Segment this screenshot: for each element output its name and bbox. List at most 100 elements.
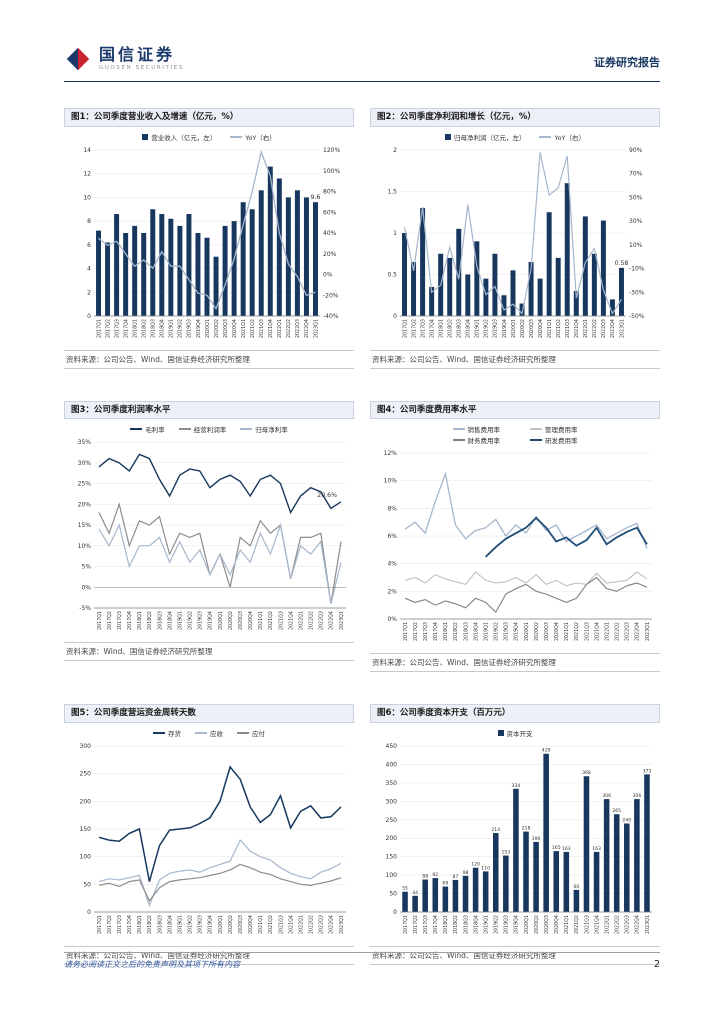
svg-text:2020Q2: 2020Q2 [534, 915, 540, 934]
svg-text:400: 400 [386, 761, 398, 768]
svg-text:2018Q4: 2018Q4 [167, 915, 173, 934]
svg-text:2022Q3: 2022Q3 [625, 622, 631, 641]
svg-text:98: 98 [463, 870, 469, 876]
svg-text:300: 300 [80, 743, 92, 750]
svg-text:2022Q4: 2022Q4 [329, 611, 335, 630]
svg-text:9.6: 9.6 [311, 194, 321, 201]
svg-text:2017Q4: 2017Q4 [123, 319, 129, 338]
svg-text:2022Q2: 2022Q2 [309, 611, 315, 630]
svg-text:2018Q3: 2018Q3 [157, 915, 163, 934]
svg-text:2021Q1: 2021Q1 [241, 319, 247, 338]
svg-text:2019Q3: 2019Q3 [504, 915, 510, 934]
svg-text:40%: 40% [323, 230, 337, 237]
svg-text:2022Q1: 2022Q1 [583, 319, 589, 338]
legend-line-swatch-icon [195, 731, 207, 734]
svg-text:2023Q1: 2023Q1 [339, 915, 345, 934]
svg-text:2018Q4: 2018Q4 [167, 611, 173, 630]
figure-4-body: 销售费用率 管理费用率 财务费用率 研发费用率 0% 2% 4% 6% 8% 10% 12% 201… [370, 419, 660, 651]
svg-text:2018Q2: 2018Q2 [453, 915, 459, 934]
svg-text:1.5: 1.5 [387, 188, 397, 195]
legend-item: 归母净利率 [240, 424, 288, 434]
svg-text:2018Q1: 2018Q1 [443, 915, 449, 934]
svg-text:2022Q2: 2022Q2 [615, 915, 621, 934]
svg-text:2022Q1: 2022Q1 [298, 611, 304, 630]
legend-label: YoY（右） [245, 133, 276, 142]
svg-text:2022Q4: 2022Q4 [610, 319, 616, 338]
page-footer: 请务必阅读正文之后的免责声明及其项下所有内容 2 [64, 952, 660, 970]
svg-text:2017Q2: 2017Q2 [411, 319, 417, 338]
svg-text:214: 214 [491, 827, 500, 833]
svg-text:2019Q3: 2019Q3 [198, 611, 204, 630]
svg-text:334: 334 [512, 783, 521, 789]
svg-text:2022Q1: 2022Q1 [604, 622, 610, 641]
svg-text:30%: 30% [78, 460, 92, 467]
svg-text:2018Q4: 2018Q4 [473, 915, 479, 934]
svg-text:2023Q1: 2023Q1 [339, 611, 345, 630]
svg-text:120: 120 [471, 862, 480, 868]
figure-2-body: 归母净利润（亿元，左） YoY（右） 0 0.5 1 1.5 2 -50% -30% -10% 1… [370, 127, 660, 348]
figure-1-source: 资料来源：公司公告、Wind、国信证券经济研究所整理 [64, 349, 354, 369]
legend-item: YoY（右） [230, 132, 276, 142]
svg-text:2022Q3: 2022Q3 [319, 611, 325, 630]
svg-text:-30%: -30% [629, 289, 645, 296]
svg-text:2017Q3: 2017Q3 [117, 915, 123, 934]
svg-text:2022Q4: 2022Q4 [329, 915, 335, 934]
legend-line-swatch-icon [452, 428, 465, 431]
svg-text:2023Q1: 2023Q1 [619, 319, 625, 338]
figure-4-legend: 销售费用率 管理费用率 财务费用率 研发费用率 [370, 424, 660, 445]
svg-text:2021Q4: 2021Q4 [594, 622, 600, 641]
brand-text: 国信证券 GUOSEN SECURITIES [99, 45, 184, 71]
svg-text:2019Q1: 2019Q1 [177, 611, 183, 630]
svg-text:2017Q3: 2017Q3 [423, 915, 429, 934]
legend-line-swatch-icon [237, 731, 249, 734]
svg-text:306: 306 [632, 793, 641, 799]
svg-text:2020Q3: 2020Q3 [223, 319, 229, 338]
legend-item: 存货 [153, 728, 181, 738]
svg-text:10: 10 [83, 194, 91, 201]
svg-text:2: 2 [393, 147, 397, 154]
brand-subtitle: GUOSEN SECURITIES [99, 64, 184, 71]
footer-divider [64, 952, 660, 953]
figure-3-body: 毛利率 经营利润率 归母净利率 -5% 0% 5% 10% 15% 20% 25% 30% 35% 2… [64, 419, 354, 640]
svg-text:4: 4 [87, 265, 91, 272]
svg-text:2021Q3: 2021Q3 [584, 622, 590, 641]
svg-text:2018Q1: 2018Q1 [137, 611, 143, 630]
footer-disclaimer: 请务必阅读正文之后的免责声明及其项下所有内容 [64, 960, 240, 969]
svg-text:2017Q4: 2017Q4 [429, 319, 435, 338]
svg-text:35%: 35% [78, 439, 92, 446]
svg-text:25%: 25% [78, 481, 92, 488]
brand-name: 国信证券 [99, 45, 176, 65]
svg-text:88: 88 [422, 873, 428, 879]
figure-5: 图5：公司季度营运资金周转天数 存货 应收 应付 0 50 100 150 200 250 30… [64, 704, 354, 965]
svg-text:2018Q4: 2018Q4 [466, 319, 472, 338]
svg-text:373: 373 [643, 768, 652, 774]
svg-text:2022Q3: 2022Q3 [295, 319, 301, 338]
svg-text:2021Q4: 2021Q4 [594, 915, 600, 934]
svg-text:0.5: 0.5 [387, 271, 397, 278]
report-type-label: 证券研究报告 [594, 56, 660, 69]
svg-text:450: 450 [386, 743, 398, 750]
figure-1-body: 营业收入（亿元，左） YoY（右） 0 2 4 6 8 10 12 14 -40% -20% 0% 20… [64, 127, 354, 348]
svg-text:2021Q1: 2021Q1 [258, 915, 264, 934]
legend-line-swatch-icon [530, 439, 542, 442]
svg-text:2: 2 [87, 289, 91, 296]
svg-text:2018Q2: 2018Q2 [147, 915, 153, 934]
svg-text:69: 69 [442, 880, 448, 886]
figure-3-title: 图3：公司季度利润率水平 [64, 400, 354, 420]
figure-6-chart-canvas: 0 50 100 150 200 250 300 350 400 450 55 44 88 92 69 87 9… [386, 743, 652, 934]
svg-text:55: 55 [402, 886, 408, 892]
svg-text:2018Q3: 2018Q3 [151, 319, 157, 338]
svg-text:2017Q2: 2017Q2 [413, 622, 419, 641]
svg-text:165: 165 [552, 845, 561, 851]
svg-text:0: 0 [393, 909, 397, 916]
legend-line-swatch-icon [240, 428, 253, 431]
legend-item: 研发费用率 [530, 435, 578, 445]
svg-text:200: 200 [80, 798, 92, 805]
svg-text:2020Q2: 2020Q2 [534, 622, 540, 641]
svg-text:4%: 4% [387, 561, 397, 568]
svg-text:8%: 8% [387, 506, 397, 513]
svg-text:2019Q2: 2019Q2 [484, 319, 490, 338]
figure-4-title: 图4：公司季度费用率水平 [370, 400, 660, 420]
svg-text:2017Q3: 2017Q3 [114, 319, 120, 338]
